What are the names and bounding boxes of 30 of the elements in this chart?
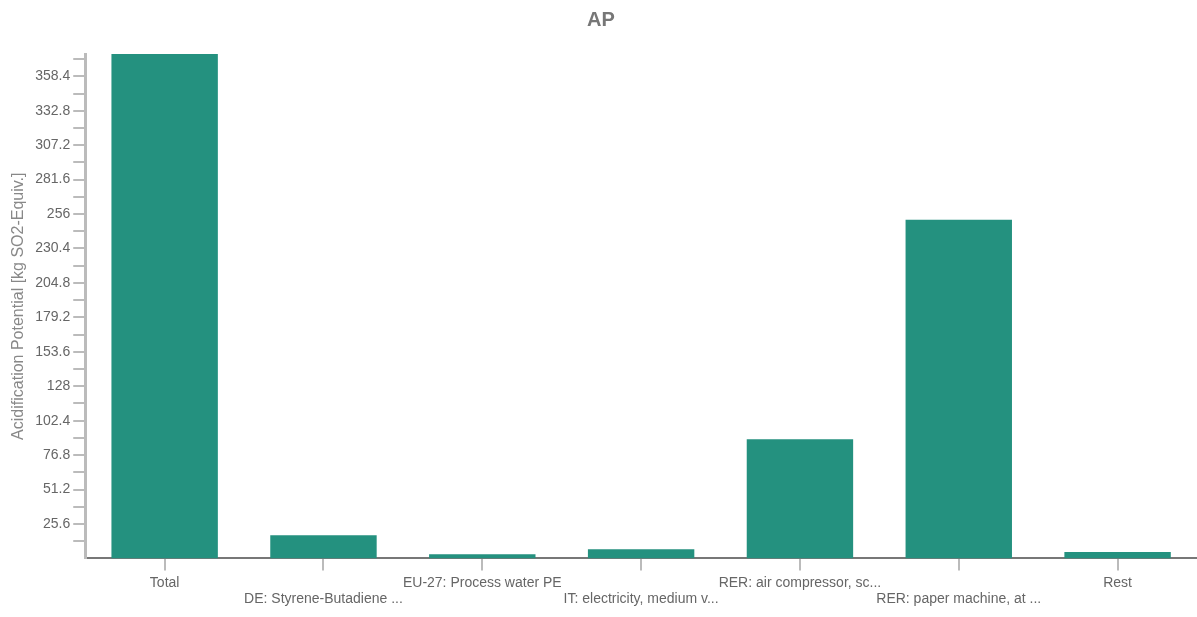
y-tick-label: 204.8 (35, 273, 71, 290)
bar (905, 219, 1012, 559)
x-tick-label: Total (149, 573, 180, 590)
bar (746, 439, 854, 559)
y-tick-label: 281.6 (35, 170, 71, 187)
y-axis-title: Acidification Potential [kg SO2-Equiv.] (9, 172, 27, 440)
x-tick-label: EU-27: Process water PE (402, 573, 562, 590)
y-tick-label: 179.2 (35, 308, 71, 325)
bar (111, 54, 218, 559)
bar (1064, 552, 1171, 559)
chart-title: AP (587, 7, 615, 30)
x-tick-label: DE: Styrene-Butadiene ... (244, 590, 403, 607)
x-tick-label: RER: paper machine, at ... (876, 590, 1042, 607)
y-tick-label: 256 (46, 204, 71, 221)
y-tick-label: 358.4 (35, 67, 71, 84)
x-tick-label: IT: electricity, medium v... (563, 590, 719, 607)
y-tick-label: 332.8 (35, 101, 71, 118)
y-tick-label: 76.8 (42, 445, 71, 462)
y-tick-label: 153.6 (35, 342, 71, 359)
y-tick-label: 230.4 (35, 239, 71, 256)
bar (587, 549, 695, 559)
y-tick-label: 102.4 (35, 411, 71, 428)
bar (270, 535, 377, 559)
bar (429, 554, 536, 559)
x-tick-label: RER: air compressor, sc... (718, 573, 882, 590)
y-tick-label: 51.2 (42, 480, 71, 497)
x-tick-label: Rest (1103, 573, 1133, 590)
y-tick-label: 128 (46, 377, 71, 394)
y-tick-label: 25.6 (42, 514, 71, 531)
y-tick-label: 307.2 (35, 136, 71, 153)
